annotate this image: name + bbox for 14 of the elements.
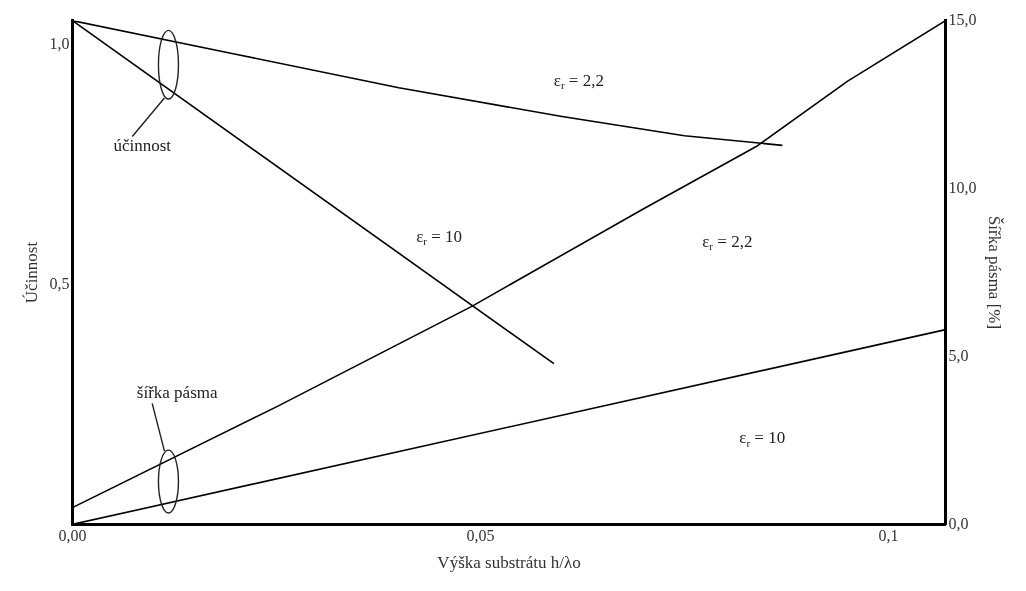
y-tick-label: 1,0	[49, 34, 70, 52]
y2-tick-label: 10,0	[948, 178, 977, 196]
y2-tick-label: 15,0	[948, 10, 977, 28]
x-axis-title: Výška substrátu h/λo	[437, 553, 581, 573]
y2-tick-label: 0,0	[948, 514, 969, 532]
annotation: účinnost	[113, 136, 172, 156]
x-tick-label: 0,1	[878, 527, 899, 545]
y2-axis-title: Šířka pásma [%]	[985, 215, 1005, 330]
x-tick-label: 0,00	[58, 527, 87, 545]
annotation: šířka pásma	[136, 382, 218, 402]
y-tick-label: 0,5	[49, 274, 70, 292]
x-tick-label: 0,05	[466, 527, 495, 545]
y-axis-title: Účinnost	[21, 241, 41, 304]
y2-tick-label: 5,0	[948, 346, 969, 364]
